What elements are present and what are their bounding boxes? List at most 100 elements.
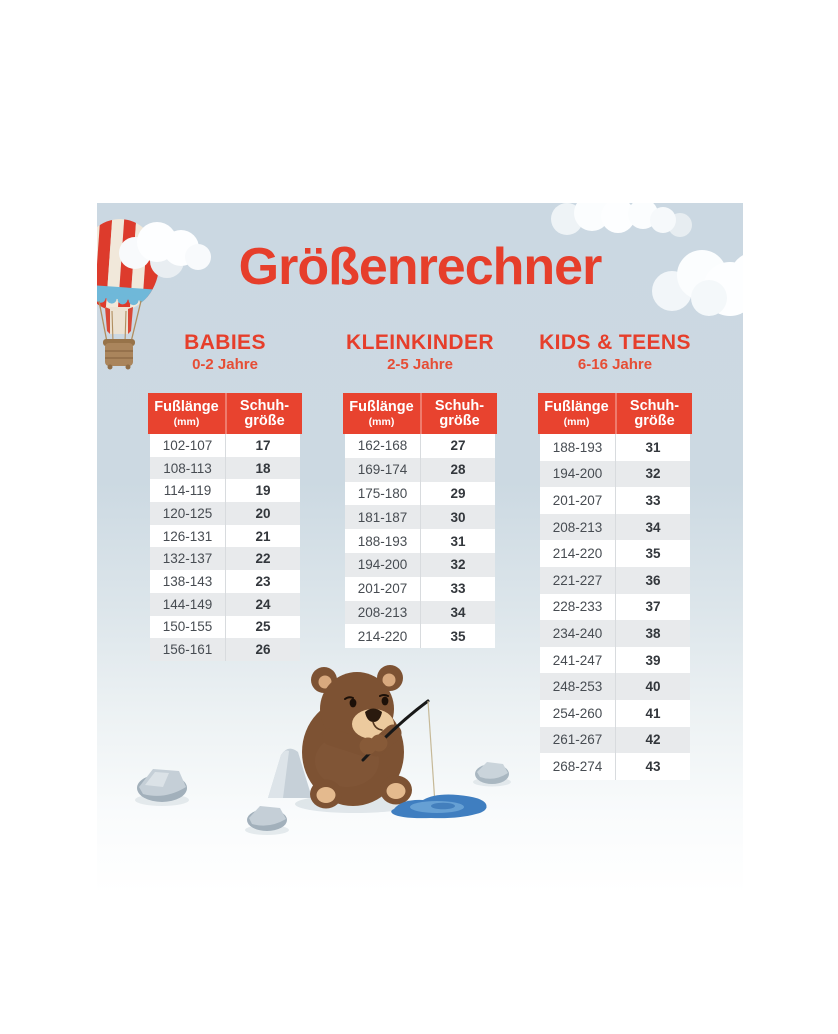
foot-length-cell: 120-125 (162, 505, 213, 521)
table-row: 201-207 33 (345, 576, 495, 601)
size-table-section-kleinkinder: KLEINKINDER 2-5 Jahre Fußlänge (mm) Schu… (343, 331, 497, 649)
stone-center-icon (247, 806, 287, 831)
foot-length-cell: 208-213 (357, 604, 408, 620)
size-table-section-kids-teens: KIDS & TEENS 6-16 Jahre Fußlänge (mm) Sc… (538, 331, 692, 780)
shoe-size-cell: 28 (420, 457, 495, 482)
table-row: 228-233 37 (540, 593, 690, 621)
shoe-size-cell: 30 (420, 505, 495, 530)
foot-length-cell: 194-200 (552, 466, 603, 482)
table-row: 114-119 19 (150, 479, 300, 503)
illustrations-layer (97, 203, 743, 835)
foot-length-cell: 241-247 (552, 652, 603, 668)
foot-length-cell: 114-119 (163, 483, 212, 499)
table-row: 150-155 25 (150, 615, 300, 639)
table-row: 194-200 32 (345, 552, 495, 577)
size-table: Fußlänge (mm) Schuh- größe 102-107 17 108-… (148, 392, 302, 661)
shoe-size-cell: 20 (225, 502, 300, 525)
foot-length-cell: 150-155 (162, 619, 213, 635)
table-row: 120-125 20 (150, 502, 300, 525)
section-age-range: 0-2 Jahre (192, 356, 258, 373)
table-row: 208-213 34 (345, 600, 495, 625)
shoe-size-cell: 26 (225, 638, 300, 661)
table-row: 241-247 39 (540, 646, 690, 674)
section-title: BABIES (184, 331, 266, 354)
foot-length-cell: 268-274 (552, 758, 603, 774)
header-unit: (mm) (563, 416, 590, 429)
rock-icon (268, 748, 312, 798)
shoe-size-cell: 17 (225, 434, 300, 457)
table-row: 234-240 38 (540, 620, 690, 647)
foot-length-cell: 175-180 (357, 485, 408, 501)
shoe-size-cell: 39 (615, 646, 690, 674)
foot-length-cell: 201-207 (357, 581, 408, 597)
table-row: 188-193 31 (540, 434, 690, 461)
foot-length-cell: 162-168 (357, 438, 408, 454)
table-row: 156-161 26 (150, 638, 300, 661)
foot-length-cell: 214-220 (357, 628, 408, 644)
foot-length-cell: 126-131 (162, 528, 213, 544)
shoe-size-cell: 35 (615, 540, 690, 567)
table-row: 175-180 29 (345, 481, 495, 506)
table-header: Fußlänge (mm) Schuh- größe (538, 392, 692, 435)
foot-length-cell: 156-161 (162, 642, 213, 658)
table-row: 254-260 41 (540, 699, 690, 727)
header-unit: (mm) (368, 416, 395, 429)
table-row: 188-193 31 (345, 529, 495, 553)
shoe-size-cell: 25 (225, 615, 300, 639)
header-unit: (mm) (173, 416, 200, 429)
teddy-bear-fishing-icon (302, 665, 436, 809)
shoe-size-cell: 34 (420, 600, 495, 625)
header-shoe-size: Schuh- größe (420, 392, 497, 435)
table-row: 102-107 17 (150, 434, 300, 457)
section-title: KLEINKINDER (346, 331, 494, 354)
cloud-top-left-icon (119, 222, 211, 278)
shoe-size-cell: 43 (615, 753, 690, 780)
table-row: 214-220 35 (540, 540, 690, 567)
infographic-panel: Größenrechner BABIES 0-2 Jahre Fußlänge … (97, 203, 743, 938)
table-row: 208-213 34 (540, 513, 690, 541)
foot-length-cell: 132-137 (162, 551, 213, 567)
fishing-puddle-icon (391, 794, 487, 819)
table-row: 221-227 36 (540, 566, 690, 594)
table-row: 261-267 42 (540, 726, 690, 754)
page-title: Größenrechner (238, 238, 603, 296)
cloud-right-icon (652, 250, 743, 316)
table-body: 102-107 17 108-113 18 114-119 19 120-125 20 126-… (150, 434, 300, 661)
section-title: KIDS & TEENS (539, 331, 691, 354)
table-header: Fußlänge (mm) Schuh- größe (343, 392, 497, 435)
size-table-section-babies: BABIES 0-2 Jahre Fußlänge (mm) Schuh- gr… (148, 331, 302, 661)
size-table: Fußlänge (mm) Schuh- größe 188-193 31 194-… (538, 392, 692, 780)
header-foot-length: Fußlänge (mm) (148, 399, 225, 428)
table-body: 162-168 27 169-174 28 175-180 29 181-187 30 188-… (345, 434, 495, 649)
shoe-size-cell: 35 (420, 624, 495, 649)
shoe-size-cell: 33 (615, 487, 690, 514)
table-row: 132-137 22 (150, 547, 300, 571)
foot-length-cell: 169-174 (357, 462, 408, 478)
shoe-size-cell: 18 (225, 456, 300, 480)
table-row: 162-168 27 (345, 434, 495, 458)
table-row: 194-200 32 (540, 460, 690, 488)
header-shoe-size: Schuh- größe (615, 392, 692, 435)
table-row: 268-274 43 (540, 753, 690, 780)
shoe-size-cell: 38 (615, 620, 690, 647)
size-table: Fußlänge (mm) Schuh- größe 162-168 27 169-… (343, 392, 497, 649)
shoe-size-cell: 36 (615, 566, 690, 594)
foot-length-cell: 234-240 (552, 625, 603, 641)
table-row: 201-207 33 (540, 487, 690, 514)
table-body: 188-193 31 194-200 32 201-207 33 208-213 34 214-… (540, 434, 690, 780)
shoe-size-cell: 29 (420, 481, 495, 506)
foot-length-cell: 102-107 (162, 437, 213, 453)
shoe-size-cell: 22 (225, 547, 300, 571)
table-row: 169-174 28 (345, 457, 495, 482)
stone-right-icon (475, 762, 509, 784)
foot-length-cell: 248-253 (552, 679, 603, 695)
stone-left-icon (137, 769, 187, 802)
shoe-size-cell: 32 (420, 552, 495, 577)
foot-length-cell: 188-193 (357, 533, 408, 549)
table-row: 181-187 30 (345, 505, 495, 530)
shoe-size-cell: 41 (615, 699, 690, 727)
header-foot-length: Fußlänge (mm) (343, 399, 420, 428)
shoe-size-cell: 31 (615, 434, 690, 461)
shoe-size-cell: 34 (615, 513, 690, 541)
